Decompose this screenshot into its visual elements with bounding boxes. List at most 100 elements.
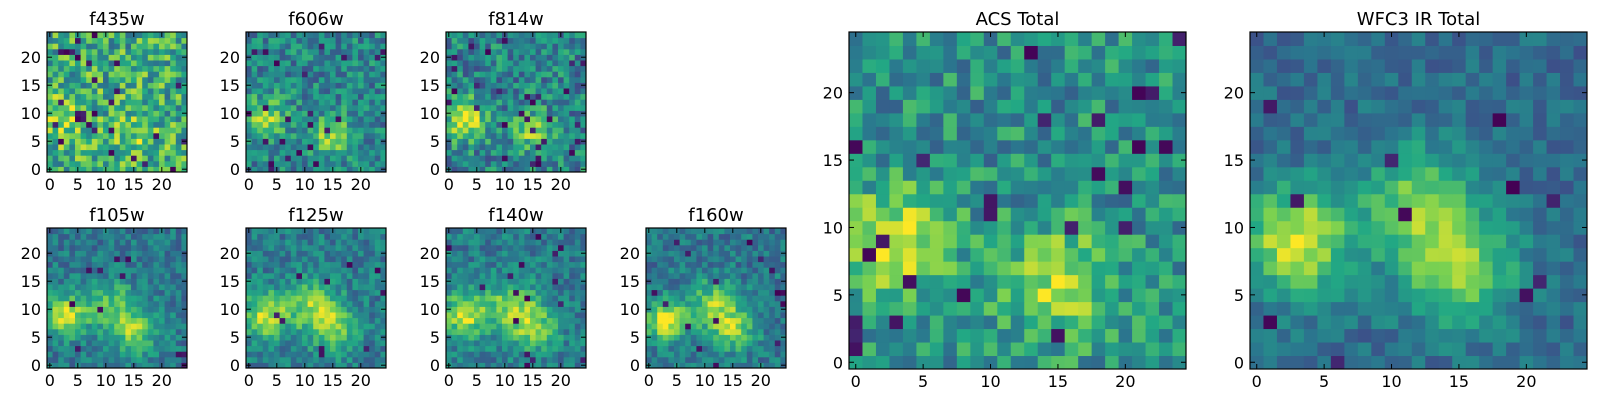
heatmap-cell <box>1172 166 1187 181</box>
heatmap-cell <box>451 362 458 369</box>
heatmap-cell <box>52 127 59 134</box>
heatmap-cell <box>518 239 525 246</box>
heatmap-cell <box>330 104 337 111</box>
heatmap-cell <box>63 32 70 39</box>
heatmap-cell <box>153 295 160 302</box>
heatmap-cell <box>285 267 292 274</box>
heatmap-cell <box>674 289 681 296</box>
heatmap-cell <box>63 116 70 123</box>
heatmap-cell <box>114 278 121 285</box>
heatmap-cell <box>462 256 469 263</box>
heatmap-cell <box>457 261 464 268</box>
heatmap-cell <box>490 233 497 240</box>
heatmap-cell <box>730 284 737 291</box>
heatmap-cell <box>580 239 587 246</box>
heatmap-cell <box>563 351 570 358</box>
heatmap-cell <box>651 233 658 240</box>
heatmap-cell <box>518 312 525 319</box>
heatmap-cell <box>363 351 370 358</box>
heatmap-cell <box>468 284 475 291</box>
heatmap-cell <box>496 295 503 302</box>
heatmap-cell <box>496 228 503 235</box>
heatmap-cell <box>86 99 93 106</box>
heatmap-cell <box>119 300 126 307</box>
heatmap-cell <box>468 54 475 61</box>
heatmap-cell <box>746 323 753 330</box>
heatmap-cell <box>668 334 675 341</box>
heatmap-cell <box>285 110 292 117</box>
heatmap-cell <box>468 244 475 251</box>
heatmap-cell <box>369 261 376 268</box>
heatmap-cell <box>142 334 149 341</box>
heatmap-cell <box>246 340 253 347</box>
heatmap-cell <box>1051 180 1066 195</box>
heatmap-cell <box>468 76 475 83</box>
heatmap-cell <box>268 138 275 145</box>
heatmap-cell <box>257 351 264 358</box>
heatmap-cell <box>674 267 681 274</box>
heatmap-cell <box>52 144 59 151</box>
heatmap-cell <box>1037 328 1052 343</box>
heatmap-cell <box>330 65 337 72</box>
heatmap-cell <box>119 138 126 145</box>
heatmap-cell <box>496 278 503 285</box>
heatmap-cell <box>170 43 177 50</box>
heatmap-cell <box>524 362 531 369</box>
heatmap-cell <box>1172 234 1187 249</box>
heatmap-cell <box>741 323 748 330</box>
heatmap-cell <box>75 60 82 67</box>
heatmap-cell <box>558 71 565 78</box>
heatmap-cell <box>457 356 464 363</box>
heatmap-cell <box>741 345 748 352</box>
heatmap-cell <box>763 300 770 307</box>
heatmap-cell <box>513 272 520 279</box>
heatmap-cell <box>502 295 509 302</box>
heatmap-cell <box>651 362 658 369</box>
heatmap-cell <box>103 155 110 162</box>
heatmap-cell <box>457 362 464 369</box>
heatmap-cell <box>181 121 188 128</box>
heatmap-cell <box>730 340 737 347</box>
heatmap-cell <box>875 328 890 343</box>
heatmap-cell <box>324 351 331 358</box>
heatmap-cell <box>490 317 497 324</box>
heatmap-cell <box>541 54 548 61</box>
heatmap-cell <box>142 300 149 307</box>
heatmap-cell <box>462 54 469 61</box>
heatmap-cell <box>142 76 149 83</box>
heatmap-cell <box>1064 153 1079 168</box>
heatmap-cell <box>662 345 669 352</box>
heatmap-cell <box>674 233 681 240</box>
heatmap-cell <box>147 155 154 162</box>
heatmap-cell <box>513 317 520 324</box>
heatmap-cell <box>274 250 281 257</box>
heatmap-cell <box>674 345 681 352</box>
heatmap-cell <box>290 323 297 330</box>
heatmap-cell <box>80 351 87 358</box>
heatmap-cell <box>262 340 269 347</box>
heatmap-cell <box>518 356 525 363</box>
heatmap-cell <box>1051 328 1066 343</box>
heatmap-cell <box>580 272 587 279</box>
heatmap-cell <box>175 312 182 319</box>
y-tick-label: 20 <box>21 244 41 263</box>
heatmap-cell <box>713 340 720 347</box>
heatmap-cell <box>268 267 275 274</box>
heatmap-cell <box>462 228 469 235</box>
heatmap-cell <box>530 110 537 117</box>
heatmap-cell <box>696 244 703 251</box>
heatmap-cell <box>153 132 160 139</box>
heatmap-cell <box>324 54 331 61</box>
heatmap-cell <box>752 228 759 235</box>
heatmap-cell <box>274 356 281 363</box>
heatmap-cell <box>103 93 110 100</box>
heatmap-cell <box>164 284 171 291</box>
heatmap-cell <box>341 228 348 235</box>
heatmap-cell <box>290 160 297 167</box>
heatmap-cell <box>696 295 703 302</box>
heatmap-cell <box>541 239 548 246</box>
heatmap-cell <box>58 60 65 67</box>
heatmap-cell <box>352 334 359 341</box>
heatmap-cell <box>1051 234 1066 249</box>
